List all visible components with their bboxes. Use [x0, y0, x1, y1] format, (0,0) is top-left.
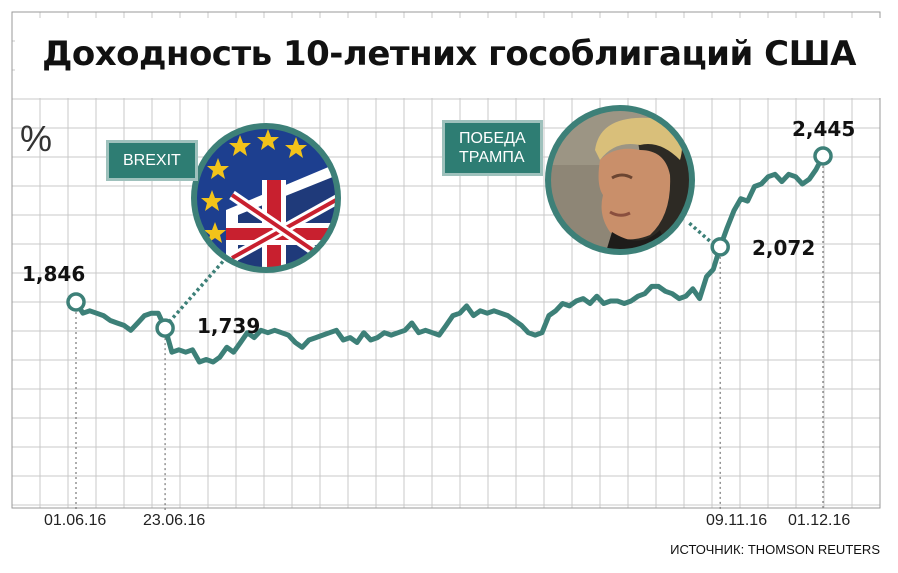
- photo-connector-line: [167, 256, 228, 324]
- trump-badge-line-1: ПОБЕДА: [459, 130, 526, 147]
- brexit-badge: BREXIT: [106, 140, 198, 181]
- trump-badge-line-2: ТРАМПА: [459, 149, 525, 166]
- brexit-flag-photo: [191, 123, 341, 273]
- highlight-point-marker: [155, 318, 175, 338]
- data-label-1: 1,846: [22, 262, 86, 286]
- data-label-3: 2,072: [752, 236, 816, 260]
- chart-title: Доходность 10-летних гособлигаций США: [42, 34, 856, 74]
- trump-portrait-photo: [545, 105, 695, 255]
- data-label-4: 2,445: [792, 117, 856, 141]
- chart-frame: [11, 11, 881, 509]
- photo-connector-line: [686, 220, 716, 247]
- highlight-point-marker: [66, 292, 86, 312]
- yield-series-line: [73, 153, 826, 365]
- highlight-point-marker: [710, 237, 730, 257]
- date-guide-lines: [75, 156, 824, 510]
- x-tick-label-3: 09.11.16: [706, 512, 768, 529]
- brexit-badge-text: BREXIT: [123, 152, 181, 169]
- source-note: ИСТОЧНИК: THOMSON REUTERS: [670, 542, 880, 557]
- x-tick-label-1: 01.06.16: [44, 512, 107, 529]
- highlight-point-marker: [813, 146, 833, 166]
- data-label-2: 1,739: [197, 314, 261, 338]
- title-box: [15, 18, 881, 98]
- y-unit-label: %: [20, 118, 53, 159]
- x-tick-label-4: 01.12.16: [788, 512, 851, 529]
- trump-badge: ПОБЕДА ТРАМПА: [442, 120, 543, 176]
- x-tick-label-2: 23.06.16: [143, 512, 206, 529]
- photo-connector-lines: [167, 220, 716, 324]
